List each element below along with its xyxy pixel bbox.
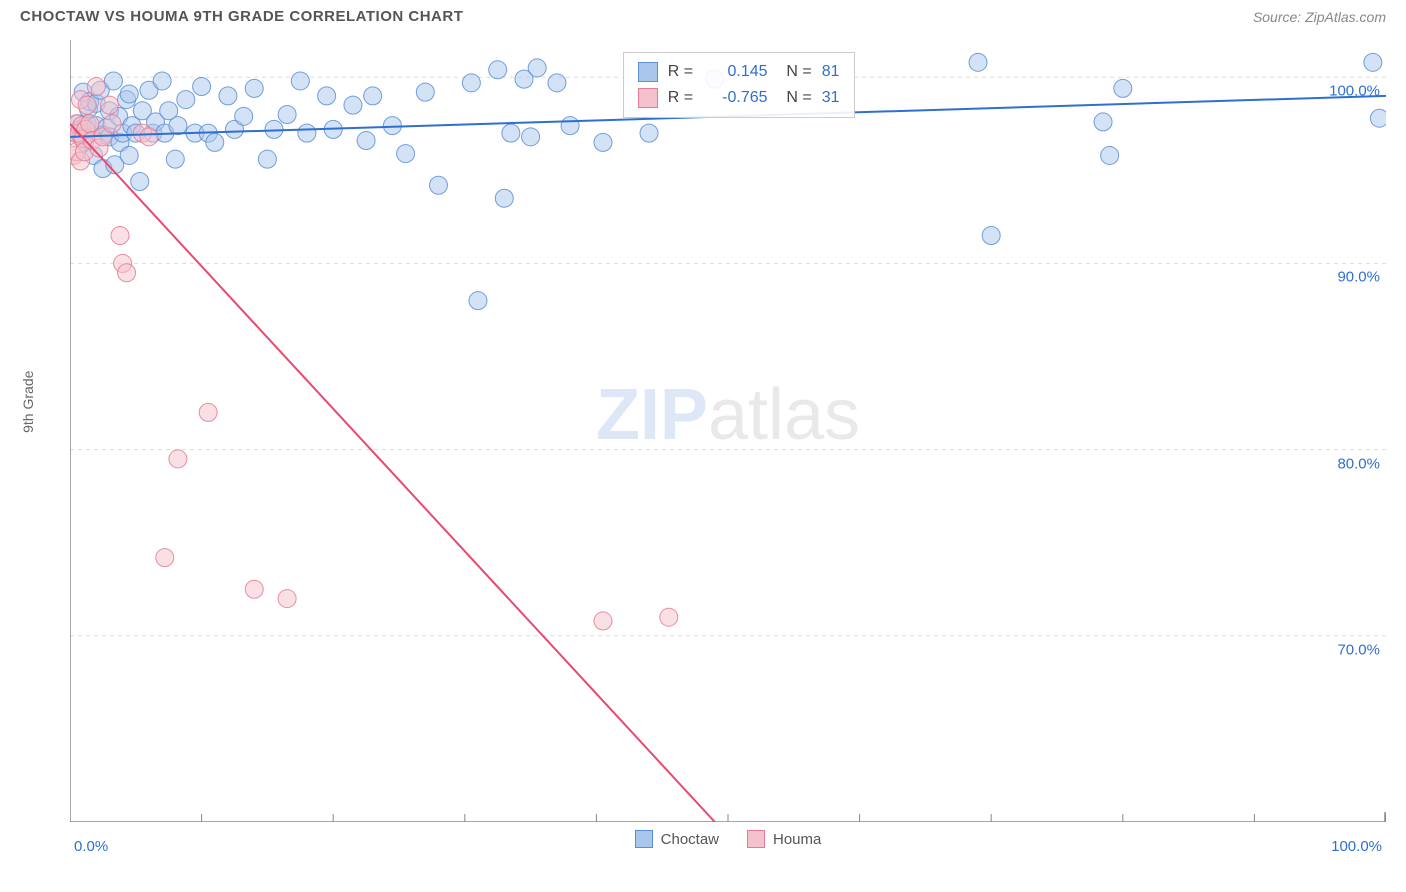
source-attribution: Source: ZipAtlas.com — [1253, 9, 1386, 25]
chart-title: CHOCTAW VS HOUMA 9TH GRADE CORRELATION C… — [20, 8, 463, 25]
y-tick-label: 100.0% — [1329, 83, 1380, 100]
correlation-stats-box: R = 0.145 N = 81 R = -0.765 N = 31 — [623, 52, 855, 118]
stats-r-label: R = — [668, 59, 698, 85]
stats-n-value: 81 — [822, 59, 840, 85]
stats-r-value: -0.765 — [708, 85, 768, 111]
legend-swatch — [635, 830, 653, 848]
stats-n-value: 31 — [822, 85, 840, 111]
stats-n-label: N = — [778, 59, 812, 85]
stats-r-label: R = — [668, 85, 698, 111]
chart-header: CHOCTAW VS HOUMA 9TH GRADE CORRELATION C… — [0, 0, 1406, 29]
plot-area: ZIPatlas R = 0.145 N =81R = -0.765 N =31… — [70, 40, 1386, 822]
legend-label: Choctaw — [661, 831, 719, 848]
stats-r-value: 0.145 — [708, 59, 768, 85]
stats-row: R = -0.765 N = 31 — [638, 85, 840, 111]
legend-item: Houma — [747, 830, 821, 848]
stats-row: R = 0.145 N = 81 — [638, 59, 840, 85]
y-tick-label: 80.0% — [1337, 455, 1380, 472]
stats-swatch — [638, 88, 658, 108]
legend-swatch — [747, 830, 765, 848]
source-name: ZipAtlas.com — [1305, 9, 1386, 25]
legend-label: Houma — [773, 831, 821, 848]
chart-area: 9th Grade ZIPatlas R = 0.145 N =81R = -0… — [20, 40, 1386, 872]
stats-n-label: N = — [778, 85, 812, 111]
series-legend: Choctaw Houma — [635, 830, 822, 848]
x-axis-footer: 0.0% Choctaw Houma 100.0% — [70, 824, 1386, 872]
y-tick-label: 70.0% — [1337, 641, 1380, 658]
legend-item: Choctaw — [635, 830, 719, 848]
x-axis-max-label: 100.0% — [1331, 838, 1382, 855]
y-axis-label: 9th Grade — [20, 371, 36, 433]
scatter-plot-svg — [70, 40, 1386, 822]
y-tick-label: 90.0% — [1337, 269, 1380, 286]
stats-swatch — [638, 62, 658, 82]
source-prefix: Source: — [1253, 9, 1305, 25]
x-axis-min-label: 0.0% — [74, 838, 108, 855]
